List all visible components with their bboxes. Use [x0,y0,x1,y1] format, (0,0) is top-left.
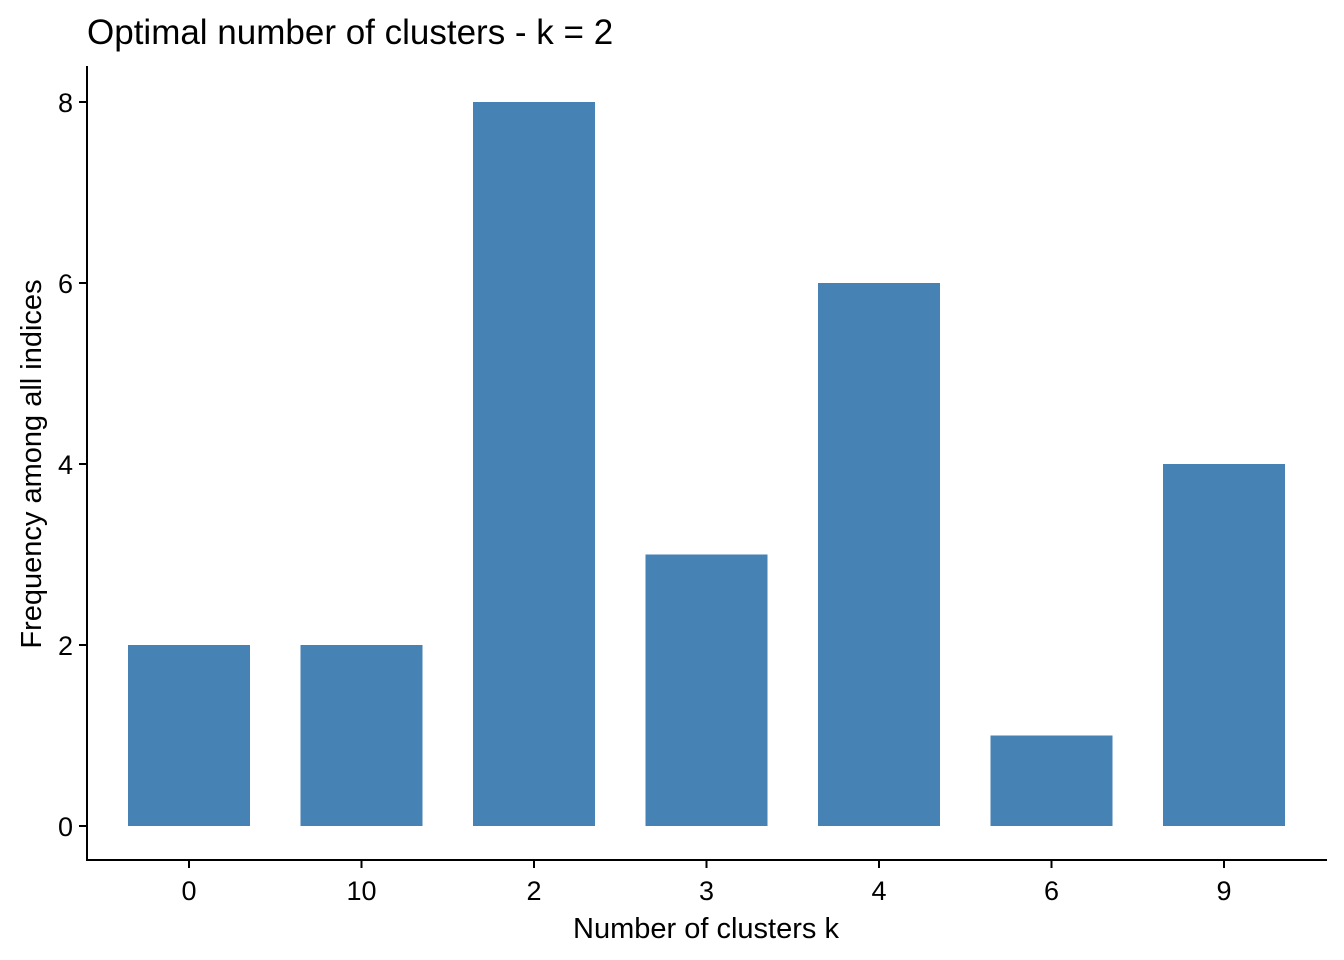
x-tick-label: 4 [871,876,886,906]
y-tick-label: 4 [58,450,73,480]
x-tick-label: 10 [346,876,376,906]
y-tick-label: 6 [58,269,73,299]
y-axis: 0 2 4 6 8 [58,88,87,842]
x-tick-label: 2 [526,876,541,906]
bar-10 [300,645,423,826]
y-tick-label: 2 [58,631,73,661]
bar-6 [990,735,1113,826]
chart-title: Optimal number of clusters - k = 2 [87,13,613,52]
x-tick-label: 0 [181,876,196,906]
x-tick-label: 9 [1216,876,1231,906]
bar-3 [645,554,768,826]
y-tick-label: 0 [58,812,73,842]
bar-2 [473,102,595,826]
x-tick-label: 3 [699,876,714,906]
x-tick-label: 6 [1044,876,1059,906]
x-axis: 0 10 2 3 4 6 9 [181,860,1232,906]
y-tick-label: 8 [58,88,73,118]
plot-area [128,102,1285,826]
x-axis-label: Number of clusters k [573,913,839,945]
bar-9 [1163,464,1285,826]
bar-0 [128,645,250,826]
bar-4 [818,283,940,826]
y-axis-label: Frequency among all indices [16,279,48,648]
